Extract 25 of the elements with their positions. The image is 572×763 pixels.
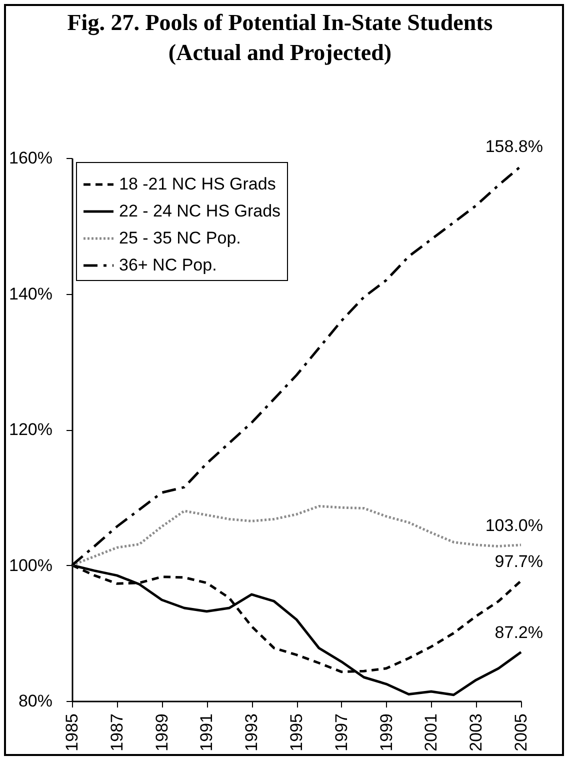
x-tick-label: 2001: [422, 714, 441, 752]
x-tick-label: 1999: [376, 714, 396, 752]
x-tick-label: 1987: [107, 714, 126, 752]
chart-title: Fig. 27. Pools of Potential In-State Students (Actual and Projected): [66, 9, 494, 67]
legend-label: 36+ NC Pop.: [119, 256, 217, 274]
x-tick-label: 1997: [332, 714, 351, 752]
x-tick-label: 1995: [287, 714, 306, 752]
x-tick-label: 2003: [466, 714, 486, 752]
legend-label: 22 - 24 NC HS Grads: [119, 202, 281, 220]
y-tick-label: 160%: [9, 148, 52, 168]
data-label: 87.2%: [494, 623, 543, 642]
y-tick-label: 100%: [9, 556, 52, 575]
y-tick-label: 120%: [9, 420, 52, 439]
legend-label: 25 - 35 NC Pop.: [119, 228, 241, 248]
x-tick-label: 1993: [242, 714, 262, 752]
x-tick-label: 2005: [512, 714, 530, 752]
data-label: 97.7%: [494, 552, 543, 571]
x-tick-label: 1989: [152, 714, 172, 752]
y-tick-label: 140%: [9, 284, 52, 304]
x-tick-label: 1991: [197, 714, 216, 752]
data-label: 103.0%: [485, 516, 543, 535]
x-tick-label: 1985: [62, 714, 82, 752]
legend-label: 18 -21 NC HS Grads: [119, 174, 276, 194]
y-tick-label: 80%: [18, 692, 52, 710]
data-label: 158.8%: [485, 137, 543, 156]
